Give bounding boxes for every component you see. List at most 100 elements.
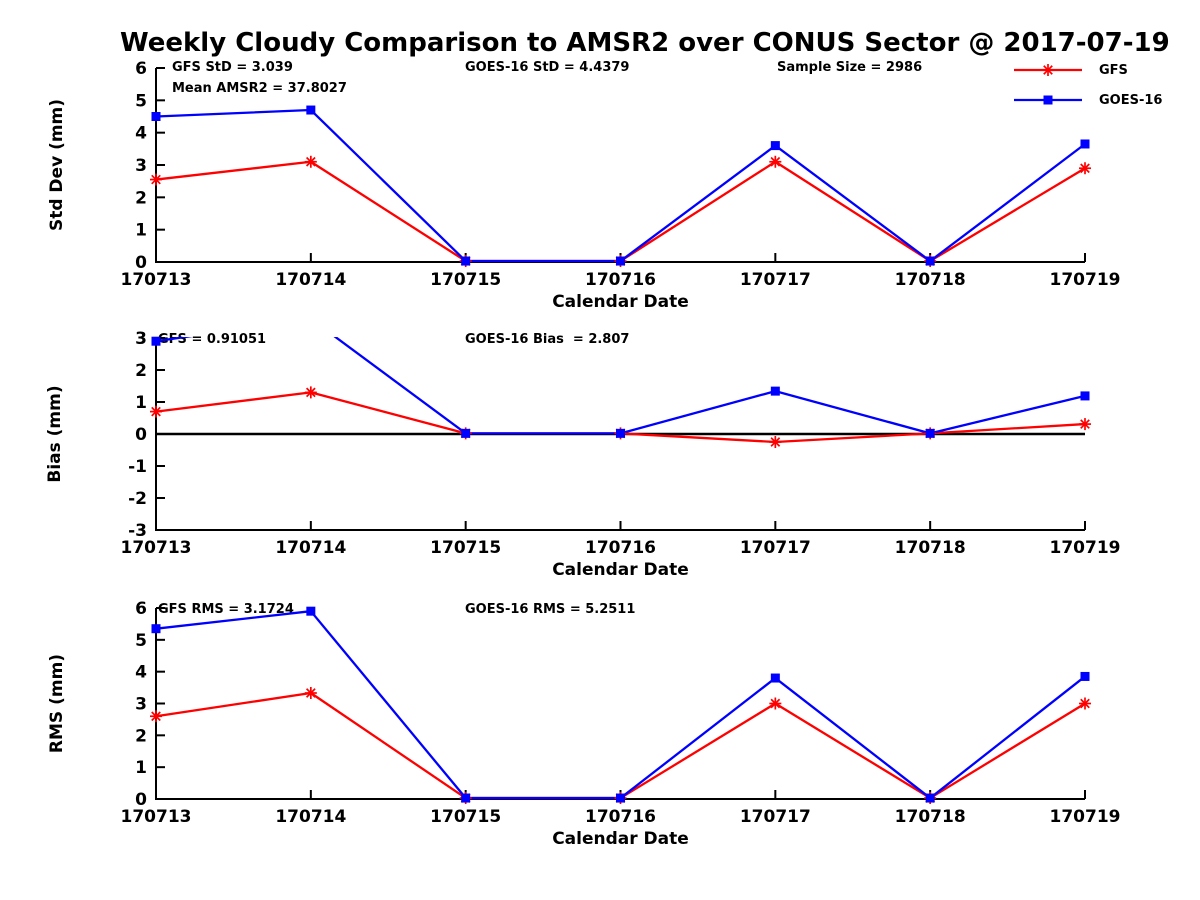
rms-annotation: GFS RMS = 3.1724	[158, 602, 294, 617]
stddev-annotation: GOES-16 StD = 4.4379	[465, 60, 629, 75]
stddev-goes-16-line	[155, 108, 1086, 263]
bias-annotation: GOES-16 Bias = 2.807	[465, 332, 629, 347]
rms-goes-16-line	[155, 610, 1086, 800]
stddev-goes-16-marker	[461, 256, 471, 266]
bias-goes-16-marker	[1080, 391, 1090, 401]
bias-xtick-label: 170713	[121, 538, 192, 558]
stddev-ytick-label: 1	[135, 221, 147, 241]
stddev-ytick-label: 6	[135, 59, 147, 79]
rms-ytick-label: 3	[135, 695, 147, 715]
bias-ytick-label: 1	[135, 393, 147, 413]
bias-goes-16-marker	[151, 336, 161, 346]
stddev-xtick-label: 170713	[121, 270, 192, 290]
rms-subplot: 0 1 2 3 4 5 6 170713 170714 170715 170716 170717 170…	[47, 599, 1120, 849]
bias-subplot: -3 -2 -1 0 1 2 3 170713 170714 170715 170716 170717…	[45, 329, 1121, 580]
rms-goes-16-marker	[616, 793, 625, 803]
bias-gfs-marker	[1079, 418, 1091, 431]
page-title: Weekly Cloudy Comparison to AMSR2 over C…	[120, 28, 1170, 58]
legend-asterisk-marker	[1042, 64, 1054, 76]
rms-xtick-label: 170716	[585, 807, 656, 827]
stddev-goes-16-marker	[1080, 139, 1090, 149]
rms-goes-16-marker	[306, 606, 316, 616]
stddev-xtick-label: 170716	[585, 270, 656, 290]
stddev-xtick-label: 170717	[740, 270, 811, 290]
bias-gfs-marker	[304, 386, 317, 399]
rms-gfs-marker	[150, 710, 162, 723]
rms-goes-16-marker	[925, 793, 935, 803]
legend: GFS GOES-16	[1012, 62, 1162, 108]
rms-ytick-label: 2	[135, 726, 147, 746]
rms-ylabel: RMS (mm)	[47, 654, 67, 753]
stddev-annotation: Sample Size = 2986	[777, 60, 922, 75]
stddev-annotation: GFS StD = 3.039	[172, 60, 293, 75]
stddev-ylabel: Std Dev (mm)	[47, 99, 67, 231]
bias-xtick-label: 170714	[275, 538, 346, 558]
rms-goes-16-marker	[461, 793, 471, 803]
bias-ylabel: Bias (mm)	[45, 385, 65, 482]
legend-square-marker	[1043, 95, 1053, 105]
bias-ytick-label: 3	[135, 329, 147, 349]
stddev-gfs-line	[155, 160, 1086, 263]
bias-ytick-label: -3	[128, 521, 147, 541]
legend-entry-gfs: GFS	[1012, 62, 1162, 78]
legend-entry-goes16: GOES-16	[1012, 92, 1162, 108]
rms-axes	[155, 608, 1085, 800]
rms-xtick-label: 170719	[1050, 807, 1121, 827]
bias-xtick-label: 170718	[895, 538, 966, 558]
rms-ytick-label: 0	[135, 790, 147, 810]
rms-ytick-label: 5	[135, 631, 147, 651]
rms-xtick-label: 170713	[121, 807, 192, 827]
stddev-gfs-marker	[769, 155, 782, 168]
stddev-gfs-marker	[304, 155, 317, 168]
bias-gfs-marker	[769, 436, 782, 448]
rms-xtick-label: 170717	[740, 807, 811, 827]
stddev-xtick-label: 170718	[895, 270, 966, 290]
legend-label-goes16: GOES-16	[1099, 92, 1163, 108]
rms-gfs-marker	[1079, 697, 1091, 710]
stddev-goes-16-marker	[616, 256, 625, 266]
stddev-xtick-label: 170719	[1050, 270, 1121, 290]
legend-label-gfs: GFS	[1099, 62, 1128, 78]
rms-gfs-line	[155, 691, 1086, 800]
stddev-gfs-marker	[150, 173, 162, 186]
bias-ytick-label: -1	[128, 457, 147, 477]
stddev-ytick-label: 2	[135, 188, 147, 208]
rms-goes-16-marker	[1080, 671, 1090, 681]
rms-xlabel: Calendar Date	[552, 829, 689, 849]
bias-goes-16-marker	[770, 386, 780, 396]
bias-ytick-label: 0	[135, 425, 147, 445]
stddev-ytick-label: 5	[135, 91, 147, 111]
bias-ytick-label: 2	[135, 361, 147, 381]
rms-xtick-label: 170715	[430, 807, 501, 827]
bias-goes-16-marker	[925, 428, 935, 438]
stddev-xtick-label: 170714	[275, 270, 346, 290]
stddev-goes-16-marker	[925, 256, 935, 266]
stddev-subplot: 0 1 2 3 4 5 6 170713 170714 170715 170716 170717 170…	[47, 59, 1120, 312]
gfs-line-marker-icon	[1014, 64, 1082, 76]
stddev-ytick-label: 3	[135, 156, 147, 176]
bias-xtick-label: 170717	[740, 538, 811, 558]
stddev-goes-16-marker	[770, 141, 780, 151]
rms-goes-16-marker	[770, 673, 780, 683]
bias-xtick-label: 170715	[430, 538, 501, 558]
rms-goes-16-marker	[151, 624, 161, 634]
stddev-xlabel: Calendar Date	[552, 292, 689, 312]
rms-annotation: GOES-16 RMS = 5.2511	[465, 602, 635, 617]
bias-xtick-label: 170719	[1050, 538, 1121, 558]
bias-goes-16-marker	[461, 428, 471, 438]
rms-xtick-label: 170714	[275, 807, 346, 827]
bias-gfs-marker	[150, 405, 162, 418]
goes16-line-marker-icon	[1014, 95, 1082, 105]
stddev-axes	[155, 68, 1085, 263]
stddev-ytick-label: 0	[135, 253, 147, 273]
stddev-xtick-label: 170715	[430, 270, 501, 290]
stddev-annotation: Mean AMSR2 = 37.8027	[172, 81, 347, 96]
rms-ytick-label: 6	[135, 599, 147, 619]
bias-xtick-label: 170716	[585, 538, 656, 558]
stddev-gfs-marker	[1079, 162, 1091, 175]
stddev-goes-16-marker	[151, 112, 161, 121]
bias-xlabel: Calendar Date	[552, 560, 689, 580]
rms-gfs-marker	[769, 697, 782, 710]
bias-goes-16-marker	[616, 428, 625, 438]
